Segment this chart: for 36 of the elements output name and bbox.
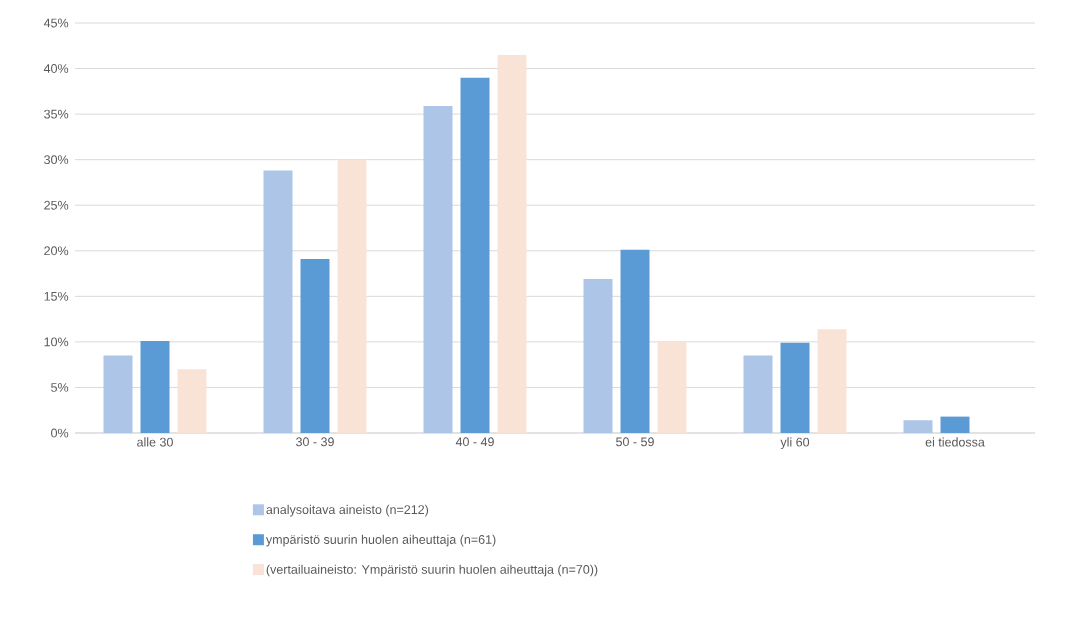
bar bbox=[817, 329, 847, 433]
y-tick-label: 30% bbox=[44, 155, 69, 165]
bar bbox=[103, 355, 133, 433]
y-tick-label: 15% bbox=[44, 291, 69, 301]
x-tick-label: alle 30 bbox=[137, 437, 173, 447]
x-tick-label: 40 - 49 bbox=[455, 437, 494, 447]
x-tick-label: ei tiedossa bbox=[925, 437, 985, 447]
x-tick-label: 30 - 39 bbox=[296, 437, 334, 447]
bar bbox=[620, 249, 650, 433]
bar bbox=[177, 369, 207, 433]
bar bbox=[263, 170, 293, 433]
bar bbox=[423, 105, 453, 433]
bar bbox=[743, 355, 773, 433]
y-tick-label: 40% bbox=[43, 64, 69, 73]
legend-label: ympäristö suurin huolen aiheuttaja (n=61) bbox=[265, 534, 496, 547]
legend-label: analysoitava aineisto (n=212) bbox=[266, 504, 429, 517]
x-tick-label: 50 - 59 bbox=[616, 437, 654, 447]
bar bbox=[657, 341, 687, 433]
y-tick-label: 45% bbox=[43, 18, 69, 28]
y-tick-label: 35% bbox=[44, 109, 69, 119]
bar bbox=[903, 420, 933, 433]
y-tick-label: 20% bbox=[44, 246, 69, 256]
bar bbox=[497, 54, 527, 433]
bar bbox=[300, 258, 330, 433]
bar bbox=[583, 279, 613, 433]
legend-label: (vertailuaineisto: Ympäristö suurin huolen aiheuttaja (n=70)) bbox=[266, 564, 598, 577]
x-tick-label: yli 60 bbox=[780, 437, 810, 450]
bar bbox=[140, 340, 170, 433]
y-tick-label: 25% bbox=[44, 200, 69, 210]
bar bbox=[460, 77, 490, 433]
bar bbox=[780, 342, 810, 433]
y-tick-label: 5% bbox=[51, 383, 69, 392]
bar bbox=[337, 159, 367, 433]
y-tick-label: 0% bbox=[51, 428, 69, 438]
y-tick-label: 10% bbox=[44, 337, 69, 347]
bar bbox=[940, 416, 970, 433]
